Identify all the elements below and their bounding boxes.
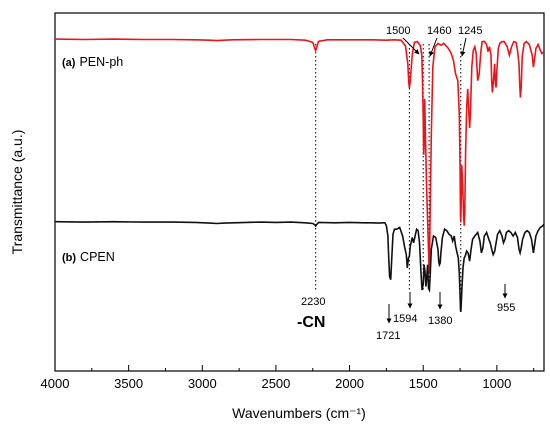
peak-label-1460: 1460 [427,25,451,37]
series-label-pen-ph: (a) PEN-ph [62,55,123,69]
series-label-cpen: (b) CPEN [62,250,115,264]
x-tick-label: 3000 [188,376,217,391]
y-axis-title: Transmittance (a.u.) [9,130,25,255]
plot-frame [54,12,545,372]
peak-label-1594: 1594 [393,313,417,325]
peak-label-1380: 1380 [428,315,452,327]
peak-label-955: 955 [497,302,515,314]
peak-arrow-1245 [460,37,467,57]
series-line-cpen [54,220,545,313]
peak-label-2230: 2230 [301,296,325,308]
x-tick-label: 4000 [41,376,70,391]
x-axis-title: Wavenumbers (cm⁻¹) [232,405,366,421]
x-axis: 4000 3500 3000 2500 2000 1500 1000 [41,365,535,391]
x-tick-label: 1000 [482,376,511,391]
peak-label-1721: 1721 [376,330,400,342]
cn-group-label: -CN [297,314,325,331]
peak-arrow-1460 [429,37,438,57]
x-tick-label: 1500 [409,376,438,391]
peak-label-1245: 1245 [458,25,482,37]
peak-label-1500: 1500 [386,25,410,37]
x-tick-label: 2000 [335,376,364,391]
x-tick-label: 2500 [261,376,290,391]
series-line-pen-ph [54,38,545,273]
x-tick-label: 3500 [114,376,143,391]
peak-arrow-1500 [402,37,420,55]
